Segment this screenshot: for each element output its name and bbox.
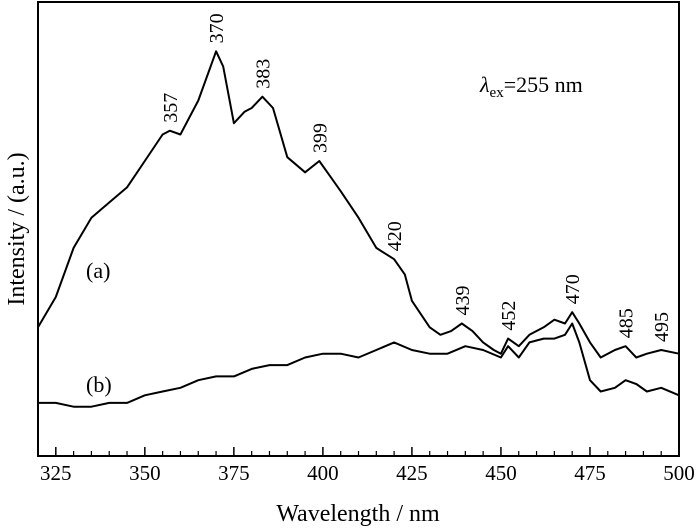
x-tick-label: 400 xyxy=(307,461,339,485)
peak-label: 383 xyxy=(252,59,274,89)
x-tick-label: 500 xyxy=(663,461,695,485)
peak-label: 370 xyxy=(206,13,228,43)
peak-label: 420 xyxy=(384,221,406,251)
peak-label: 485 xyxy=(616,308,638,338)
peak-label: 399 xyxy=(309,123,331,153)
x-axis-title: Wavelength / nm xyxy=(276,501,440,527)
excitation-value: =255 nm xyxy=(504,72,583,97)
series-label-b: (b) xyxy=(86,372,112,397)
y-axis-title: Intensity / (a.u.) xyxy=(4,152,30,305)
peak-label: 439 xyxy=(452,286,474,316)
plot-frame xyxy=(37,1,680,457)
series-label-a: (a) xyxy=(86,258,110,283)
excitation-annotation: λex=255 nm xyxy=(479,72,583,101)
x-tick-label: 475 xyxy=(574,461,606,485)
x-tick-label: 450 xyxy=(485,461,517,485)
x-tick-label: 350 xyxy=(129,461,161,485)
peak-label: 470 xyxy=(562,274,584,304)
series-line-b xyxy=(38,322,680,408)
peak-label: 452 xyxy=(498,301,520,331)
excitation-symbol: λ xyxy=(479,72,490,97)
peak-labels: 357 370 383 399 420 439 452 470 485 495 xyxy=(160,13,673,342)
x-tick-label: 425 xyxy=(396,461,428,485)
peak-label: 495 xyxy=(651,312,673,342)
excitation-subscript: ex xyxy=(490,85,505,101)
x-tick-label: 325 xyxy=(40,461,72,485)
x-axis-ticks: 325 350 375 400 425 450 475 500 xyxy=(40,447,695,485)
series-line-a xyxy=(37,50,680,359)
x-tick-label: 375 xyxy=(218,461,250,485)
peak-label: 357 xyxy=(160,93,182,123)
series-layer xyxy=(37,50,680,408)
